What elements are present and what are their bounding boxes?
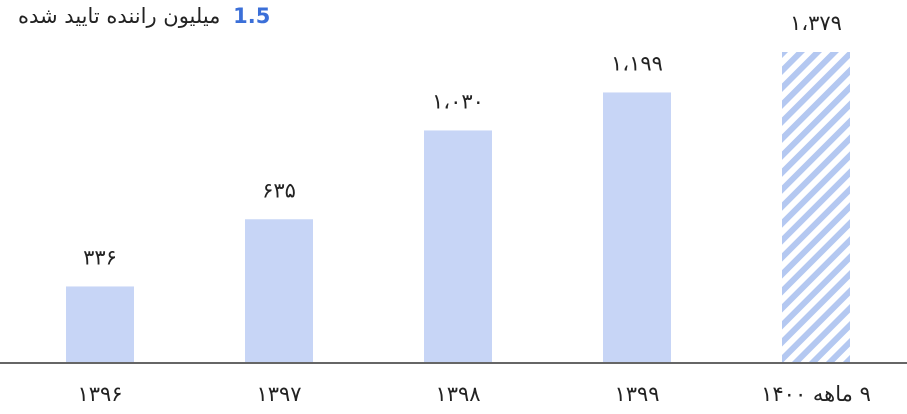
bar-5 (782, 52, 850, 362)
data-label-5: ۱،۳۷۹ (790, 11, 842, 35)
headline-text: میلیون راننده تایید شده (18, 4, 221, 28)
x-tick-label-1: ۱۳۹۶ (77, 382, 122, 406)
x-tick-label-3: ۱۳۹۸ (435, 382, 480, 406)
bar-2 (245, 219, 313, 362)
x-tick-label-4: ۱۳۹۹ (614, 382, 659, 406)
data-label-1: ۳۳۶ (83, 245, 117, 269)
headline-number: 1.5 (233, 4, 271, 28)
data-label-4: ۱،۱۹۹ (611, 51, 663, 75)
x-tick-label-5: ۹ ماهه ۱۴۰۰ (761, 382, 871, 406)
x-tick-label-2: ۱۳۹۷ (256, 382, 301, 406)
data-label-2: ۶۳۵ (262, 178, 296, 202)
bar-4 (603, 92, 671, 362)
bar-1 (66, 286, 134, 362)
bar-3 (424, 130, 492, 362)
chart-headline: 1.5 میلیون راننده تایید شده (18, 4, 270, 28)
data-label-3: ۱،۰۳۰ (432, 89, 484, 113)
